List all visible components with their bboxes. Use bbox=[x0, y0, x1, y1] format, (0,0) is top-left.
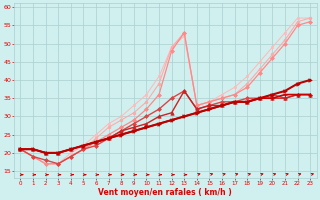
X-axis label: Vent moyen/en rafales ( km/h ): Vent moyen/en rafales ( km/h ) bbox=[99, 188, 232, 197]
